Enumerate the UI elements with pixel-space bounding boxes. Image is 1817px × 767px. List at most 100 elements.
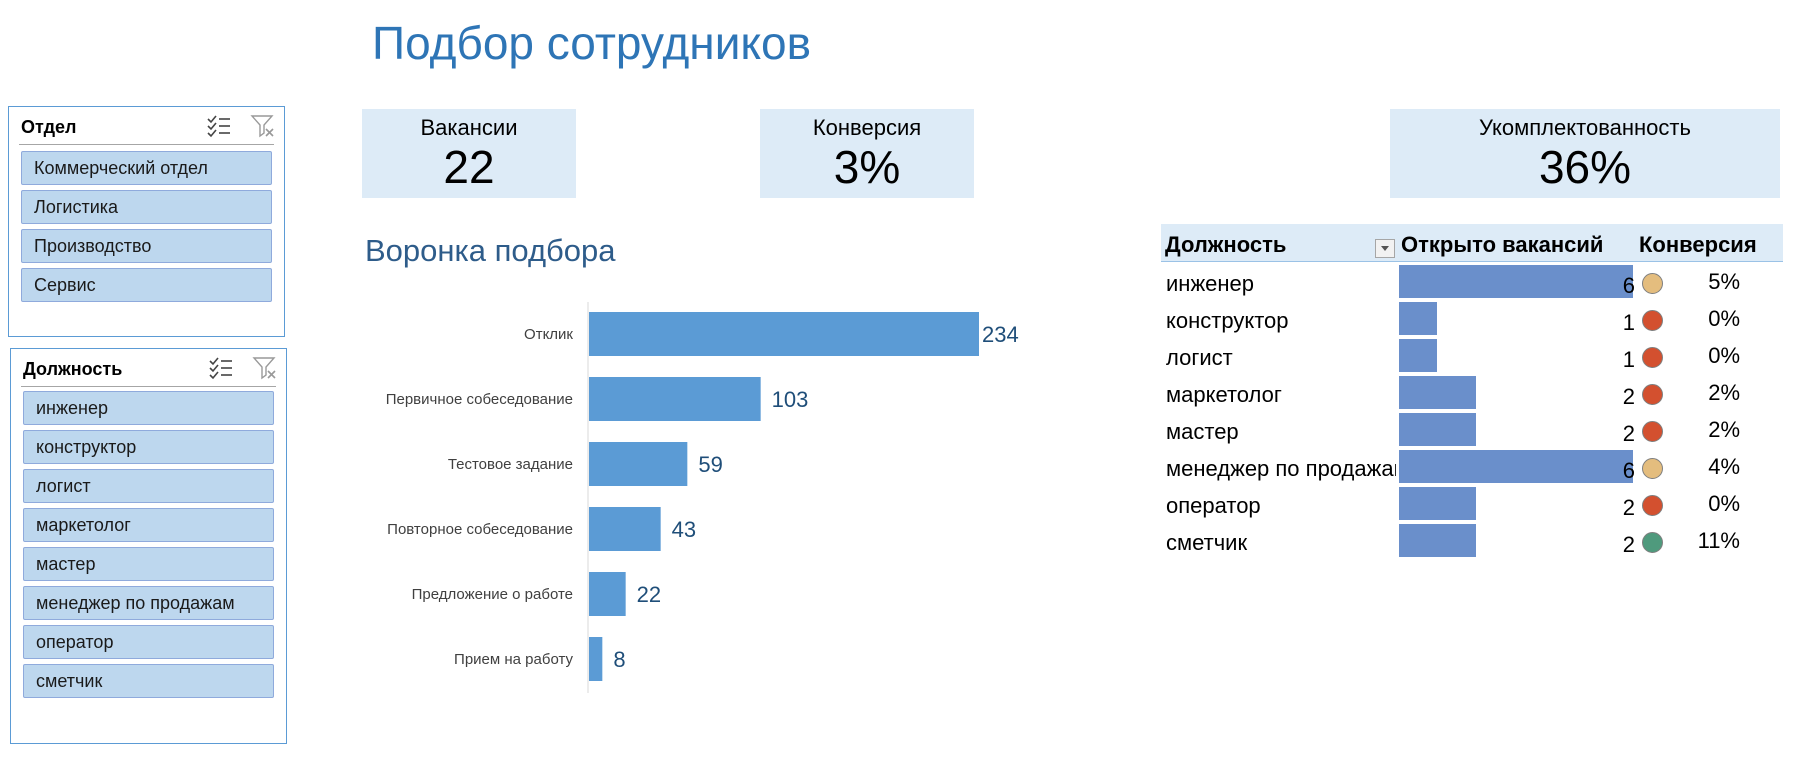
status-circle-icon bbox=[1642, 421, 1663, 442]
open-vacancies-cell: 2 bbox=[1399, 486, 1635, 523]
filter-dropdown-icon[interactable] bbox=[1375, 239, 1395, 258]
table-row: 1 логист 0% bbox=[1161, 338, 1783, 375]
open-vacancies-value: 2 bbox=[1622, 532, 1635, 557]
status-circle-icon bbox=[1642, 458, 1663, 479]
conversion-value: 4% bbox=[1708, 454, 1740, 479]
conversion-value: 0% bbox=[1708, 491, 1740, 516]
open-vacancies-cell: 2 bbox=[1399, 523, 1635, 560]
slicer-item-commercial[interactable]: Коммерческий отдел bbox=[21, 151, 272, 185]
funnel-bar bbox=[589, 377, 761, 421]
kpi-label: Конверсия bbox=[812, 115, 922, 140]
slicer-item-foreman[interactable]: мастер bbox=[23, 547, 274, 581]
table-row: 1 конструктор 0% bbox=[1161, 301, 1783, 338]
funnel-bar bbox=[589, 442, 688, 486]
open-vacancies-value: 2 bbox=[1622, 495, 1635, 520]
category-label: Тестовое задание bbox=[448, 456, 573, 473]
status-circle-icon bbox=[1642, 273, 1663, 294]
category-label: Отклик bbox=[524, 326, 573, 343]
slicer-item-operator[interactable]: оператор bbox=[23, 625, 274, 659]
status-circle-icon bbox=[1642, 532, 1663, 553]
slicer-department: Отдел Коммерческий отдел Логистика bbox=[8, 106, 285, 337]
conversion-value: 2% bbox=[1708, 417, 1740, 442]
open-vacancies-value: 6 bbox=[1622, 458, 1635, 483]
kpi-value: 22 bbox=[443, 141, 495, 193]
table-row: 6 инженер 5% bbox=[1161, 264, 1783, 301]
conversion-value: 2% bbox=[1708, 380, 1740, 405]
open-vacancies-cell: 6 bbox=[1399, 264, 1635, 301]
slicer-item-sales-manager[interactable]: менеджер по продажам bbox=[23, 586, 274, 620]
category-label: Предложение о работе bbox=[412, 586, 573, 603]
data-bar bbox=[1399, 265, 1634, 298]
open-vacancies-value: 1 bbox=[1622, 347, 1635, 372]
position-name: инженер bbox=[1166, 271, 1255, 296]
open-vacancies-cell: 6 bbox=[1399, 449, 1635, 486]
clear-filter-icon[interactable] bbox=[252, 356, 278, 380]
position-name: логист bbox=[1166, 345, 1233, 370]
data-label: 59 bbox=[698, 452, 722, 477]
conversion-value: 11% bbox=[1697, 528, 1740, 553]
position-name: сметчик bbox=[1166, 530, 1248, 555]
slicer-title: Отдел bbox=[21, 117, 77, 137]
data-bar bbox=[1399, 524, 1478, 557]
category-label: Прием на работу bbox=[454, 651, 573, 668]
data-label: 234 bbox=[982, 322, 1019, 347]
category-label: Повторное собеседование bbox=[387, 521, 573, 538]
status-circle-icon bbox=[1642, 384, 1663, 405]
open-vacancies-cell: 2 bbox=[1399, 412, 1635, 449]
status-circle-icon bbox=[1642, 310, 1663, 331]
data-label: 103 bbox=[772, 387, 809, 412]
slicer-item-marketer[interactable]: маркетолог bbox=[23, 508, 274, 542]
header-open-vacancies: Открыто вакансий bbox=[1401, 232, 1604, 257]
data-bar bbox=[1399, 413, 1478, 446]
kpi-staffing: Укомплектованность 36% bbox=[1390, 109, 1780, 198]
slicer-item-production[interactable]: Производство bbox=[21, 229, 272, 263]
data-bar bbox=[1399, 376, 1478, 409]
slicer-item-engineer[interactable]: инженер bbox=[23, 391, 274, 425]
kpi-vacancies: Вакансии 22 bbox=[362, 109, 576, 198]
multi-select-icon[interactable] bbox=[206, 114, 232, 138]
position-name: оператор bbox=[1166, 493, 1261, 518]
funnel-bar bbox=[589, 572, 626, 616]
header-conversion: Конверсия bbox=[1639, 232, 1757, 257]
table-row: 2 оператор 0% bbox=[1161, 486, 1783, 523]
data-bar bbox=[1399, 450, 1634, 483]
table-row: 2 маркетолог 2% bbox=[1161, 375, 1783, 412]
open-vacancies-value: 2 bbox=[1622, 384, 1635, 409]
slicer-header: Должность bbox=[21, 349, 276, 387]
conversion-value: 0% bbox=[1708, 343, 1740, 368]
slicer-item-logistician[interactable]: логист bbox=[23, 469, 274, 503]
category-label: Первичное собеседование bbox=[386, 391, 573, 408]
page-title: Подбор сотрудников bbox=[372, 17, 812, 69]
kpi-value: 3% bbox=[833, 141, 901, 193]
open-vacancies-value: 2 bbox=[1622, 421, 1635, 446]
slicer-item-service[interactable]: Сервис bbox=[21, 268, 272, 302]
open-vacancies-value: 1 bbox=[1622, 310, 1635, 335]
header-position: Должность bbox=[1165, 232, 1287, 257]
slicer-title: Должность bbox=[23, 359, 123, 379]
slicer-item-designer[interactable]: конструктор bbox=[23, 430, 274, 464]
status-circle-icon bbox=[1642, 347, 1663, 368]
data-bar bbox=[1399, 302, 1439, 335]
table-header: Должность Открыто вакансий Конверсия bbox=[1161, 224, 1783, 262]
kpi-value: 36% bbox=[1538, 141, 1632, 193]
funnel-bar bbox=[589, 312, 979, 356]
slicer-item-estimator[interactable]: сметчик bbox=[23, 664, 274, 698]
position-name: менеджер по продажам bbox=[1166, 456, 1396, 481]
data-label: 43 bbox=[672, 517, 696, 542]
table-row: 2 сметчик 11% bbox=[1161, 523, 1783, 560]
data-bar bbox=[1399, 487, 1478, 520]
data-label: 8 bbox=[613, 647, 625, 672]
funnel-bar bbox=[589, 637, 603, 681]
kpi-label: Укомплектованность bbox=[1479, 115, 1691, 140]
kpi-label: Вакансии bbox=[420, 115, 518, 140]
slicer-item-logistics[interactable]: Логистика bbox=[21, 190, 272, 224]
funnel-bar bbox=[589, 507, 661, 551]
data-label: 22 bbox=[637, 582, 661, 607]
status-circle-icon bbox=[1642, 495, 1663, 516]
table-row: 2 мастер 2% bbox=[1161, 412, 1783, 449]
clear-filter-icon[interactable] bbox=[250, 114, 276, 138]
slicer-header: Отдел bbox=[19, 107, 274, 145]
conversion-value: 5% bbox=[1708, 269, 1740, 294]
multi-select-icon[interactable] bbox=[208, 356, 234, 380]
